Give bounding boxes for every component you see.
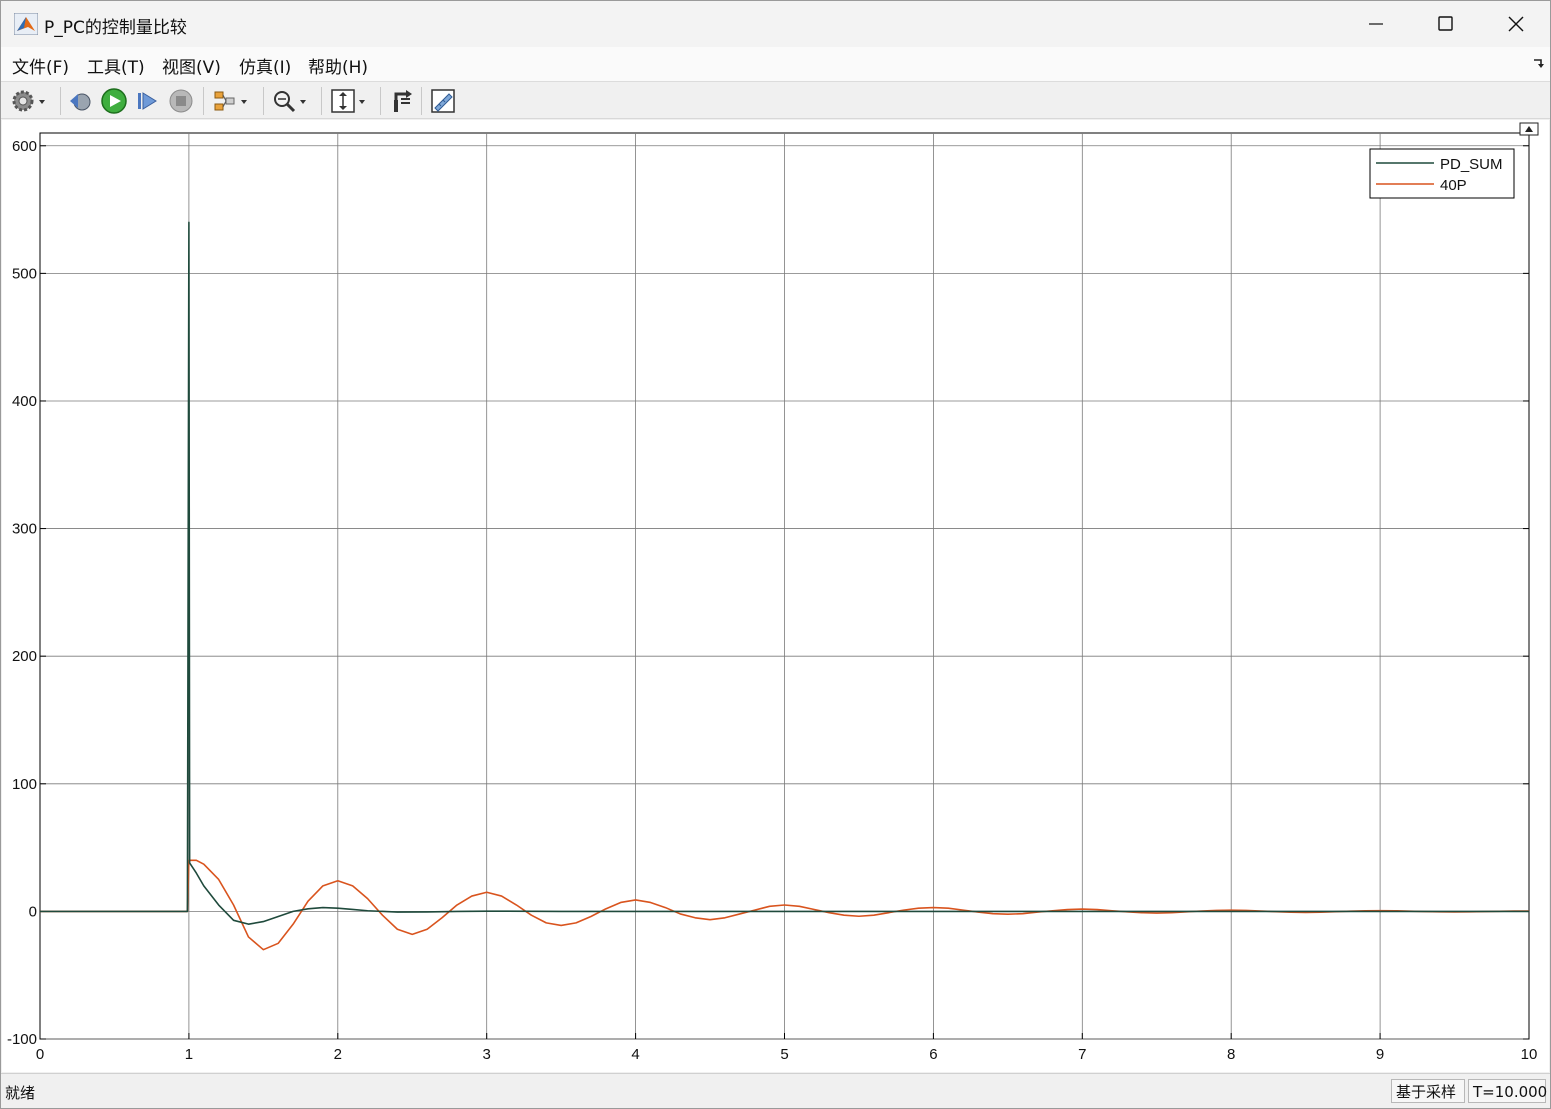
x-tick-label: 9 xyxy=(1376,1046,1384,1063)
y-tick-label: 100 xyxy=(12,776,37,793)
axes-menu-icon[interactable] xyxy=(1519,122,1539,136)
x-tick-label: 5 xyxy=(780,1046,788,1063)
menu-simulation[interactable]: 仿真(I) xyxy=(239,58,292,78)
legend-label: 40P xyxy=(1440,177,1467,194)
y-tick-label: 200 xyxy=(12,648,37,665)
toolbar-separator xyxy=(60,87,61,115)
settings-icon xyxy=(12,90,34,112)
status-ready: 就绪 xyxy=(5,1084,36,1102)
restore-view-button[interactable] xyxy=(388,87,414,115)
y-tick-label: -100 xyxy=(7,1031,37,1048)
status-bar: 就绪 基于采样 T=10.000 xyxy=(1,1073,1550,1108)
chevron-down-icon xyxy=(359,100,365,104)
series-line-40p xyxy=(40,859,1529,951)
y-tick-label: 300 xyxy=(12,521,37,538)
legend[interactable]: PD_SUM 40P xyxy=(1369,148,1515,199)
menu-help[interactable]: 帮助(H) xyxy=(308,58,369,78)
x-tick-label: 3 xyxy=(483,1046,491,1063)
measure-icon xyxy=(431,89,455,113)
minimize-icon xyxy=(1369,23,1383,25)
undock-arrow-icon[interactable] xyxy=(1532,57,1544,69)
x-tick-label: 8 xyxy=(1227,1046,1235,1063)
title-bar[interactable]: P_PC的控制量比较 xyxy=(1,1,1550,47)
window-title: P_PC的控制量比较 xyxy=(44,18,187,38)
chevron-down-icon xyxy=(241,100,247,104)
maximize-icon xyxy=(1438,16,1453,31)
toolbar-separator xyxy=(203,87,204,115)
measure-button[interactable] xyxy=(430,87,456,115)
step-forward-icon xyxy=(138,92,157,110)
zoom-button[interactable] xyxy=(271,87,309,115)
close-icon xyxy=(1508,16,1524,32)
legend-label: PD_SUM xyxy=(1440,156,1503,173)
restore-view-icon xyxy=(394,90,412,112)
step-back-icon xyxy=(70,93,91,111)
scale-axes-button[interactable] xyxy=(330,87,368,115)
x-tick-label: 7 xyxy=(1078,1046,1086,1063)
x-tick-label: 6 xyxy=(929,1046,937,1063)
series-lines xyxy=(40,221,1529,951)
x-tick-label: 4 xyxy=(631,1046,639,1063)
toolbar-separator xyxy=(321,87,322,115)
y-tick-label: 400 xyxy=(12,393,37,410)
scale-axes-icon xyxy=(331,89,355,113)
sim-time: T=10.000 xyxy=(1468,1079,1547,1103)
chevron-down-icon xyxy=(300,100,306,104)
menu-tools[interactable]: 工具(T) xyxy=(87,58,145,78)
legend-box xyxy=(1369,148,1515,199)
highlight-icon xyxy=(214,91,235,111)
x-tick-label: 0 xyxy=(36,1046,44,1063)
menu-file[interactable]: 文件(F) xyxy=(12,58,70,78)
stop-button[interactable] xyxy=(168,87,194,115)
toolbar xyxy=(1,81,1550,119)
close-button[interactable] xyxy=(1481,1,1551,47)
y-tick-label: 500 xyxy=(12,265,37,282)
step-forward-button[interactable] xyxy=(134,87,160,115)
matlab-logo-icon xyxy=(14,13,38,35)
chevron-down-icon xyxy=(39,100,45,104)
series-line-pd-sum xyxy=(40,221,1529,925)
y-tick-label: 0 xyxy=(29,903,37,920)
toolbar-separator xyxy=(380,87,381,115)
maximize-button[interactable] xyxy=(1411,1,1481,47)
toolbar-separator xyxy=(263,87,264,115)
stop-icon xyxy=(169,89,193,113)
run-icon xyxy=(101,88,127,114)
y-tick-label: 600 xyxy=(12,138,37,155)
run-button[interactable] xyxy=(100,87,128,115)
menu-view[interactable]: 视图(V) xyxy=(162,58,221,78)
toolbar-separator xyxy=(421,87,422,115)
zoom-icon xyxy=(274,91,296,113)
x-tick-label: 1 xyxy=(185,1046,193,1063)
plot-area[interactable]: 0 1 2 3 4 5 6 7 8 9 10 -100 0 100 200 300 400 500 600 PD_S… xyxy=(2,120,1549,1072)
settings-button[interactable] xyxy=(10,87,48,115)
step-back-button[interactable] xyxy=(68,87,94,115)
menu-bar: 文件(F) 工具(T) 视图(V) 仿真(I) 帮助(H) xyxy=(1,47,1550,81)
x-tick-label: 10 xyxy=(1521,1046,1538,1063)
sample-mode: 基于采样 xyxy=(1391,1079,1465,1103)
x-tick-label: 2 xyxy=(334,1046,342,1063)
highlight-button[interactable] xyxy=(212,87,250,115)
minimize-button[interactable] xyxy=(1341,1,1411,47)
